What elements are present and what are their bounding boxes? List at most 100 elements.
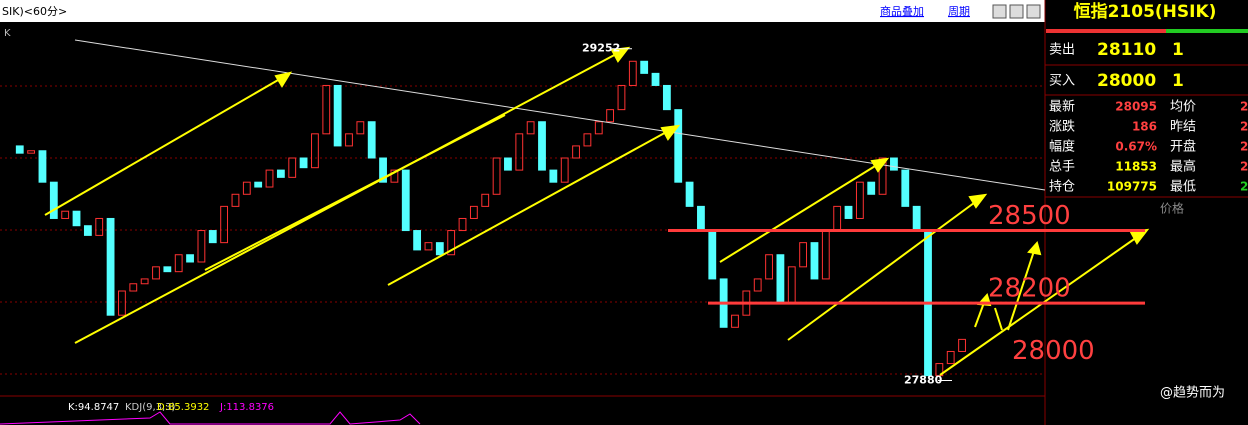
row-label: 均价 [1170,100,1196,115]
sell-qty: 1 [1172,40,1184,60]
candle-body [15,145,24,154]
candle-body [72,210,81,227]
sell-bar [1046,29,1166,33]
candle-body [674,109,683,183]
quote-title: 恒指2105(HSIK) [1074,1,1217,22]
candle-body [458,217,467,232]
candle-body [526,121,535,135]
candle-body [492,157,501,195]
candle-body [208,230,217,244]
row-label: 昨结 [1170,120,1196,135]
candle-body [685,181,694,207]
toolbar [0,0,1045,22]
row-label: 涨跌 [1049,119,1075,135]
column-header: 价格 [1160,201,1184,216]
candle-body [901,169,910,207]
candle-body [83,225,92,236]
candle-body [345,133,353,147]
candle-body [311,133,319,169]
kdj-k: K:94.8747 [68,402,119,413]
candle-body [413,230,422,251]
prev-button[interactable] [992,4,1007,19]
level-label: 28500 [988,201,1071,231]
candle-body [765,254,773,280]
candle-body [435,242,444,256]
candle-body [140,278,149,285]
candle-body [424,242,433,251]
kdj-d: D:85.3932 [157,402,209,413]
candle-body [662,84,671,111]
candle-body [946,350,955,365]
candle-body [38,150,47,183]
kdj-line [0,411,421,425]
candle-body [640,60,649,74]
candle-body [367,121,376,159]
candle-body [572,145,580,159]
candle-body [118,290,126,316]
candle-body [708,230,717,280]
candle-body [538,121,546,171]
symbol: SIK)<60分> [2,5,67,18]
candle-body [935,363,944,377]
candle-body [958,338,966,352]
row-label: 总手 [1049,160,1075,175]
zoom-button[interactable] [1026,4,1041,19]
candle-body [753,278,762,292]
candle-body [27,150,36,154]
candle-body [651,72,660,86]
candle-body [890,157,898,171]
candle-body [231,193,240,207]
candle-body [254,181,263,188]
candle-body [288,157,297,178]
candle-body [106,217,115,316]
candle-body [197,230,206,263]
candle-body [481,193,490,207]
buy-qty: 1 [1172,71,1184,91]
sell-label: 卖出 [1049,43,1075,58]
row-label: 最低 [1170,180,1196,195]
row-value: 2 [1240,100,1248,114]
candle-body [390,169,399,183]
row-label: 持仓 [1049,180,1075,195]
candle-body [867,181,876,195]
candle-body [356,121,365,135]
kdj-name: KDJ(9,3,3) [125,402,176,413]
candle-body [129,283,138,292]
candle-body [799,242,808,268]
row-label: 开盘 [1170,139,1196,155]
period-button[interactable]: 周期 [948,5,970,18]
low-label: 27880 [904,373,943,386]
candle-body [515,133,524,171]
candle-body [299,157,308,169]
buy-bar [1166,29,1248,33]
candle-body [628,60,637,86]
row-value: 186 [1132,120,1157,134]
candle-body [617,84,626,111]
candle-body [265,169,274,188]
candle-body [697,205,705,232]
row-value: 109775 [1107,180,1157,194]
row-value: 2 [1240,140,1248,154]
candle-body [49,181,58,219]
candle-body [322,84,331,135]
candle-body [855,181,864,219]
candle-body [912,205,921,232]
candle-body [504,157,512,171]
buy-price: 28000 [1097,71,1156,91]
candle-body [95,217,104,236]
next-button[interactable] [1009,4,1024,19]
overlay-button[interactable]: 商品叠加 [880,4,924,18]
row-value: 2 [1240,180,1248,194]
candle-body [379,157,387,183]
candle-body [174,254,183,273]
candle-body [878,157,887,195]
candle-body [469,205,478,219]
yellow-arrows [44,46,1150,376]
buy-label: 买入 [1049,74,1075,89]
row-value: 11853 [1115,160,1157,174]
candle-body [401,169,410,232]
level-label: 28000 [1012,336,1095,366]
high-label: 29252 [582,42,620,55]
